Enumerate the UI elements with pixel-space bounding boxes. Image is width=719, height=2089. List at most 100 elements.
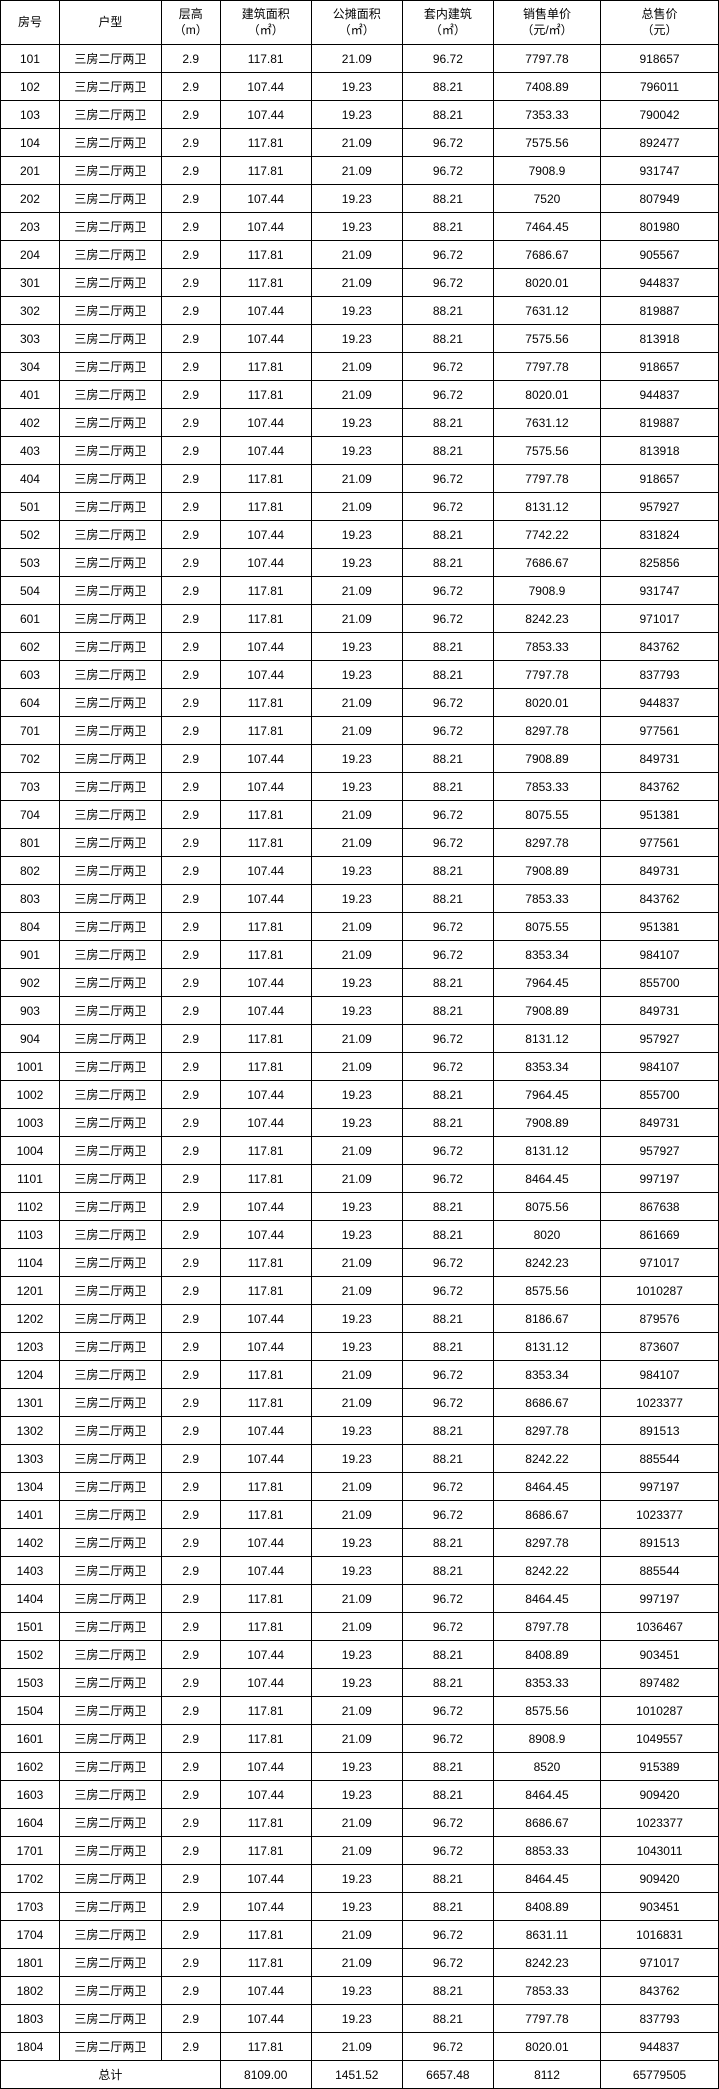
cell-floor-height: 2.9 [161,1221,220,1249]
table-row: 601三房二厅两卫2.9117.8121.0996.728242.2397101… [1,605,719,633]
cell-room-type: 三房二厅两卫 [59,1473,161,1501]
cell-total-price: 819887 [601,297,719,325]
cell-build-area: 107.44 [220,297,311,325]
cell-inner-area: 96.72 [402,801,493,829]
cell-build-area: 107.44 [220,1893,311,1921]
cell-unit-price: 8131.12 [493,1025,600,1053]
cell-build-area: 107.44 [220,997,311,1025]
cell-build-area: 117.81 [220,353,311,381]
cell-inner-area: 96.72 [402,1501,493,1529]
cell-share-area: 21.09 [311,1585,402,1613]
cell-room-type: 三房二厅两卫 [59,353,161,381]
table-row: 1301三房二厅两卫2.9117.8121.0996.728686.671023… [1,1389,719,1417]
cell-inner-area: 96.72 [402,353,493,381]
cell-build-area: 107.44 [220,521,311,549]
table-row: 604三房二厅两卫2.9117.8121.0996.728020.0194483… [1,689,719,717]
cell-room-no: 802 [1,857,60,885]
table-row: 1502三房二厅两卫2.9107.4419.2388.218408.899034… [1,1641,719,1669]
cell-build-area: 107.44 [220,437,311,465]
header-floor-height: 层高（m） [161,1,220,45]
cell-unit-price: 8186.67 [493,1305,600,1333]
cell-room-no: 1303 [1,1445,60,1473]
cell-inner-area: 88.21 [402,1445,493,1473]
cell-total-price: 855700 [601,969,719,997]
cell-inner-area: 88.21 [402,213,493,241]
cell-unit-price: 8020.01 [493,381,600,409]
cell-room-type: 三房二厅两卫 [59,1137,161,1165]
cell-room-type: 三房二厅两卫 [59,465,161,493]
cell-room-type: 三房二厅两卫 [59,773,161,801]
cell-room-type: 三房二厅两卫 [59,1025,161,1053]
cell-room-type: 三房二厅两卫 [59,73,161,101]
cell-floor-height: 2.9 [161,1977,220,2005]
cell-unit-price: 8686.67 [493,1389,600,1417]
cell-inner-area: 96.72 [402,689,493,717]
table-row: 1203三房二厅两卫2.9107.4419.2388.218131.128736… [1,1333,719,1361]
table-row: 403三房二厅两卫2.9107.4419.2388.217575.5681391… [1,437,719,465]
cell-room-type: 三房二厅两卫 [59,1221,161,1249]
cell-total-price: 944837 [601,381,719,409]
table-row: 1003三房二厅两卫2.9107.4419.2388.217908.898497… [1,1109,719,1137]
cell-room-no: 1601 [1,1725,60,1753]
table-row: 1804三房二厅两卫2.9117.8121.0996.728020.019448… [1,2033,719,2061]
cell-room-type: 三房二厅两卫 [59,745,161,773]
totals-total: 65779505 [601,2061,719,2089]
cell-total-price: 885544 [601,1445,719,1473]
table-row: 1001三房二厅两卫2.9117.8121.0996.728353.349841… [1,1053,719,1081]
cell-room-no: 701 [1,717,60,745]
cell-room-no: 601 [1,605,60,633]
cell-floor-height: 2.9 [161,941,220,969]
cell-share-area: 19.23 [311,1417,402,1445]
cell-inner-area: 96.72 [402,829,493,857]
cell-inner-area: 96.72 [402,2033,493,2061]
cell-inner-area: 88.21 [402,1305,493,1333]
cell-unit-price: 7853.33 [493,633,600,661]
cell-room-type: 三房二厅两卫 [59,1557,161,1585]
totals-share: 1451.52 [311,2061,402,2089]
header-total-price: 总售价（元） [601,1,719,45]
cell-floor-height: 2.9 [161,493,220,521]
cell-unit-price: 7631.12 [493,409,600,437]
cell-floor-height: 2.9 [161,129,220,157]
cell-share-area: 19.23 [311,1977,402,2005]
cell-room-no: 1701 [1,1837,60,1865]
cell-share-area: 21.09 [311,829,402,857]
cell-build-area: 117.81 [220,241,311,269]
table-row: 1803三房二厅两卫2.9107.4419.2388.217797.788377… [1,2005,719,2033]
cell-build-area: 117.81 [220,1613,311,1641]
cell-inner-area: 96.72 [402,577,493,605]
cell-room-type: 三房二厅两卫 [59,801,161,829]
cell-share-area: 19.23 [311,1081,402,1109]
cell-floor-height: 2.9 [161,73,220,101]
cell-unit-price: 8242.23 [493,1249,600,1277]
cell-build-area: 107.44 [220,549,311,577]
cell-room-no: 903 [1,997,60,1025]
cell-total-price: 997197 [601,1585,719,1613]
cell-floor-height: 2.9 [161,1445,220,1473]
cell-inner-area: 96.72 [402,1249,493,1277]
cell-room-no: 1802 [1,1977,60,2005]
cell-share-area: 21.09 [311,1473,402,1501]
cell-build-area: 107.44 [220,1529,311,1557]
cell-build-area: 117.81 [220,1949,311,1977]
cell-total-price: 997197 [601,1165,719,1193]
cell-room-type: 三房二厅两卫 [59,1361,161,1389]
cell-room-type: 三房二厅两卫 [59,1389,161,1417]
cell-inner-area: 88.21 [402,521,493,549]
cell-unit-price: 8075.55 [493,913,600,941]
table-row: 1404三房二厅两卫2.9117.8121.0996.728464.459971… [1,1585,719,1613]
cell-room-type: 三房二厅两卫 [59,857,161,885]
cell-inner-area: 88.21 [402,437,493,465]
cell-share-area: 19.23 [311,1109,402,1137]
cell-unit-price: 8631.11 [493,1921,600,1949]
table-row: 1802三房二厅两卫2.9107.4419.2388.217853.338437… [1,1977,719,2005]
cell-room-type: 三房二厅两卫 [59,1977,161,2005]
cell-unit-price: 7908.9 [493,577,600,605]
cell-total-price: 1010287 [601,1277,719,1305]
cell-total-price: 971017 [601,605,719,633]
cell-floor-height: 2.9 [161,1809,220,1837]
cell-total-price: 957927 [601,493,719,521]
cell-floor-height: 2.9 [161,381,220,409]
cell-room-type: 三房二厅两卫 [59,381,161,409]
cell-unit-price: 7686.67 [493,549,600,577]
